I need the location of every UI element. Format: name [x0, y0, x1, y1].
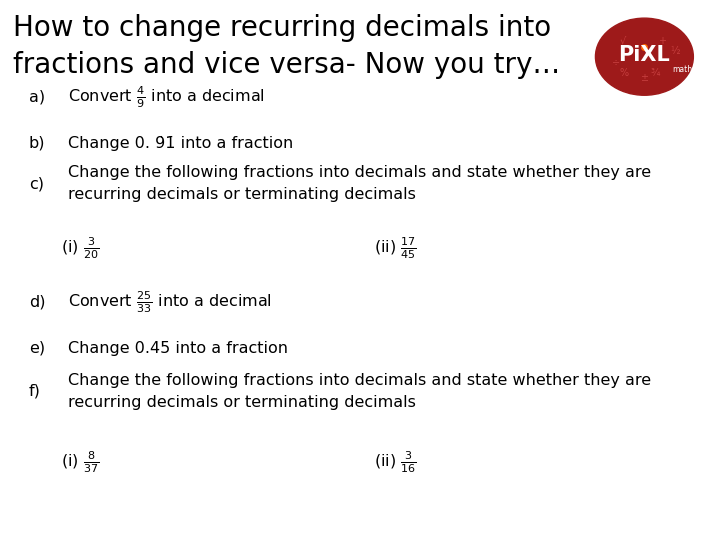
Ellipse shape — [595, 18, 693, 95]
Text: Convert $\frac{4}{9}$ into a decimal: Convert $\frac{4}{9}$ into a decimal — [68, 84, 265, 110]
Text: ÷: ÷ — [611, 57, 620, 67]
Text: (i) $\frac{3}{20}$: (i) $\frac{3}{20}$ — [61, 235, 99, 261]
Text: d): d) — [29, 295, 45, 310]
Text: √: √ — [620, 36, 626, 45]
Text: b): b) — [29, 136, 45, 151]
Text: ¾: ¾ — [650, 68, 660, 78]
Text: maths: maths — [672, 65, 696, 74]
Text: (ii) $\frac{17}{45}$: (ii) $\frac{17}{45}$ — [374, 235, 417, 261]
Text: f): f) — [29, 384, 40, 399]
Text: recurring decimals or terminating decimals: recurring decimals or terminating decima… — [68, 187, 416, 202]
Text: (i) $\frac{8}{37}$: (i) $\frac{8}{37}$ — [61, 449, 99, 475]
Text: +: + — [658, 36, 667, 45]
Text: Change the following fractions into decimals and state whether they are: Change the following fractions into deci… — [68, 165, 652, 180]
Text: (ii) $\frac{3}{16}$: (ii) $\frac{3}{16}$ — [374, 449, 417, 475]
Text: Change 0. 9̇1̇ into a fraction: Change 0. 9̇1̇ into a fraction — [68, 136, 294, 151]
Text: How to change recurring decimals into: How to change recurring decimals into — [13, 14, 551, 42]
Text: Convert $\frac{25}{33}$ into a decimal: Convert $\frac{25}{33}$ into a decimal — [68, 289, 272, 315]
Text: e): e) — [29, 341, 45, 356]
Text: ±: ± — [640, 73, 649, 83]
Text: ½: ½ — [670, 46, 680, 56]
Text: Change the following fractions into decimals and state whether they are: Change the following fractions into deci… — [68, 373, 652, 388]
Text: c): c) — [29, 176, 44, 191]
Text: Change 0.45̇ into a fraction: Change 0.45̇ into a fraction — [68, 341, 289, 356]
Text: fractions and vice versa- Now you try…: fractions and vice versa- Now you try… — [13, 51, 560, 79]
Text: PiXL: PiXL — [618, 44, 670, 65]
Text: recurring decimals or terminating decimals: recurring decimals or terminating decima… — [68, 395, 416, 410]
Text: a): a) — [29, 90, 45, 105]
Text: %: % — [620, 68, 629, 78]
